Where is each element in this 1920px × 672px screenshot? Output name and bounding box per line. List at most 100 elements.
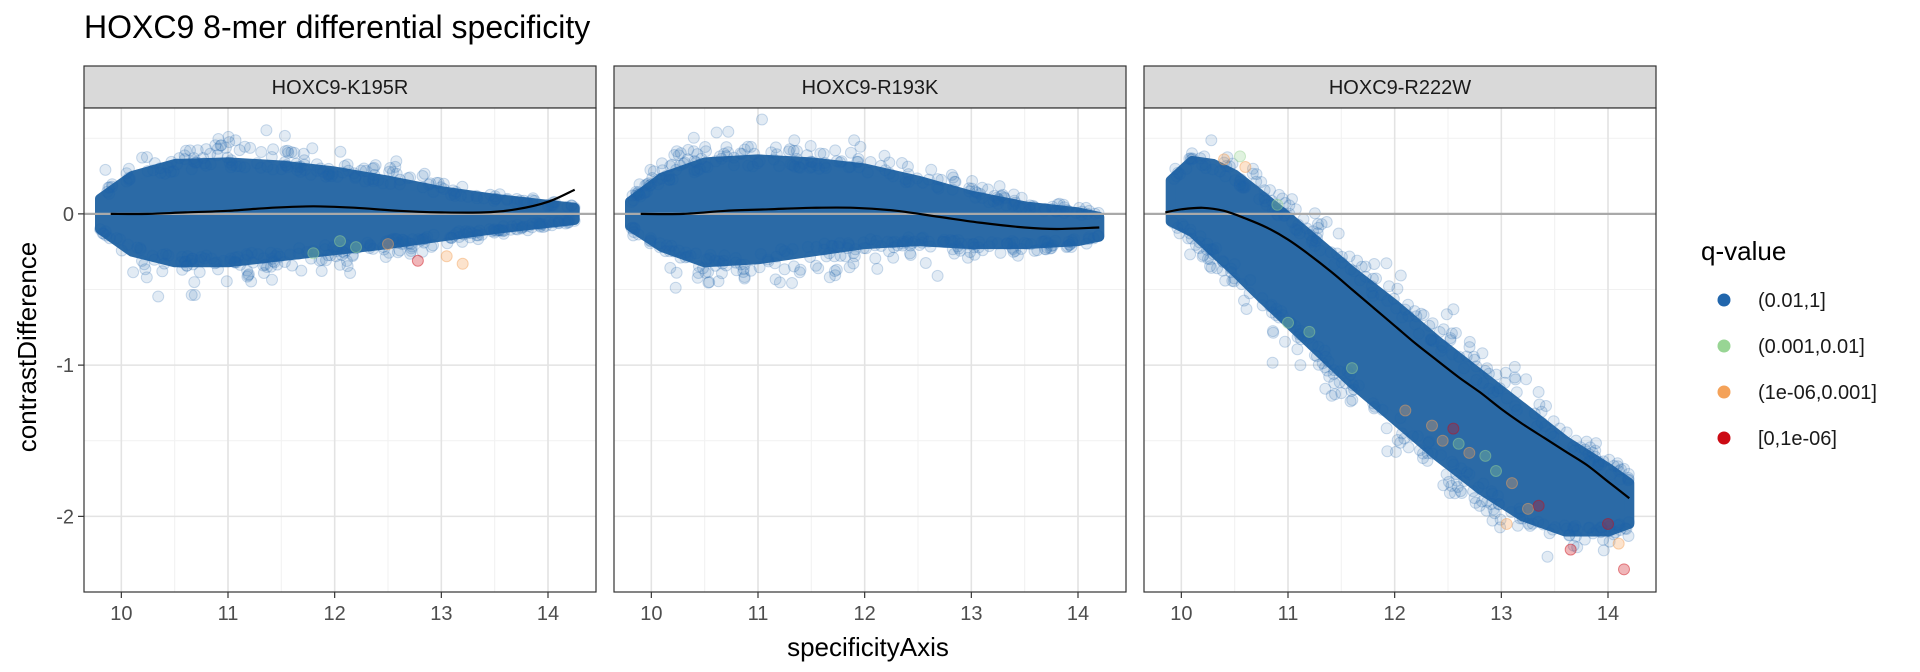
data-point	[701, 161, 714, 174]
data-point	[1291, 331, 1304, 344]
data-point	[167, 165, 180, 178]
data-point	[1453, 350, 1466, 363]
data-point	[1604, 468, 1617, 481]
data-point	[1560, 522, 1573, 535]
data-point	[1508, 360, 1521, 373]
data-point	[278, 129, 291, 142]
data-point	[1424, 334, 1437, 347]
data-point	[1359, 260, 1372, 273]
data-point	[115, 244, 128, 257]
data-point	[1335, 250, 1348, 263]
data-point	[1196, 159, 1209, 172]
data-point	[1571, 541, 1584, 554]
data-point	[546, 219, 558, 232]
data-point	[441, 237, 454, 250]
data-point	[972, 241, 985, 254]
data-point	[498, 224, 511, 237]
data-point	[198, 252, 211, 265]
data-point	[559, 217, 572, 230]
data-point	[804, 251, 817, 263]
data-point	[688, 163, 701, 176]
data-point	[548, 216, 560, 229]
data-point	[1590, 524, 1603, 537]
data-point	[306, 142, 319, 155]
data-point	[1470, 360, 1483, 373]
data-point	[396, 236, 409, 249]
data-point	[688, 155, 701, 168]
data-point	[568, 201, 581, 214]
data-point	[630, 185, 642, 198]
data-point	[644, 235, 657, 248]
data-point	[351, 241, 364, 254]
data-point	[421, 230, 434, 243]
data-point	[490, 224, 503, 237]
data-point	[687, 131, 700, 144]
data-point	[1587, 527, 1599, 540]
data-point	[1171, 221, 1184, 234]
data-point	[223, 156, 236, 169]
data-point	[1184, 227, 1197, 240]
data-point	[1597, 544, 1610, 557]
data-point	[390, 167, 403, 180]
data-point	[1516, 512, 1529, 525]
data-point	[364, 240, 377, 252]
data-point	[511, 218, 524, 231]
data-point	[1425, 334, 1438, 347]
data-point	[242, 268, 255, 281]
data-point	[1346, 379, 1359, 392]
data-point	[281, 144, 294, 157]
data-point	[1266, 306, 1278, 319]
data-point	[340, 239, 353, 251]
data-point	[829, 269, 842, 282]
data-point	[222, 130, 235, 143]
facet-label: HOXC9-R193K	[802, 77, 939, 99]
data-point	[1467, 485, 1480, 498]
data-point	[537, 221, 550, 233]
data-point	[1380, 422, 1393, 435]
data-point	[1618, 462, 1630, 475]
data-point	[1595, 521, 1608, 534]
data-point	[238, 161, 251, 174]
data-point	[1417, 452, 1429, 465]
data-point	[224, 255, 236, 268]
data-point	[1442, 475, 1455, 488]
data-point	[908, 235, 921, 248]
data-point	[437, 183, 450, 195]
data-point	[122, 171, 135, 184]
data-point	[904, 239, 917, 252]
data-point	[900, 236, 913, 249]
data-point	[1619, 522, 1632, 535]
data-point	[1520, 373, 1533, 386]
data-point	[1592, 458, 1605, 471]
data-point	[1001, 237, 1014, 250]
data-point	[361, 236, 374, 249]
data-point	[106, 178, 119, 191]
data-point	[632, 188, 645, 201]
data-point	[477, 192, 490, 205]
data-point	[1308, 349, 1321, 362]
data-point	[463, 225, 476, 238]
data-point	[817, 147, 830, 160]
x-tick-label: 13	[430, 603, 452, 625]
data-point	[261, 261, 273, 273]
data-point	[450, 226, 463, 239]
data-point	[533, 217, 546, 230]
data-point	[485, 225, 498, 238]
data-point	[1289, 320, 1302, 333]
data-point	[1470, 373, 1483, 386]
data-point	[288, 146, 301, 159]
data-point	[642, 177, 655, 190]
data-point	[644, 232, 657, 245]
data-point	[1450, 468, 1462, 481]
data-point	[326, 167, 339, 180]
data-point	[844, 146, 857, 159]
data-point	[526, 221, 538, 234]
data-point	[1328, 377, 1341, 390]
data-point	[860, 242, 872, 255]
data-point	[1331, 247, 1344, 260]
data-point	[383, 246, 395, 259]
data-point	[518, 194, 531, 207]
data-point	[734, 258, 747, 271]
y-tick-label: -1	[56, 355, 74, 377]
data-point	[1535, 405, 1548, 418]
